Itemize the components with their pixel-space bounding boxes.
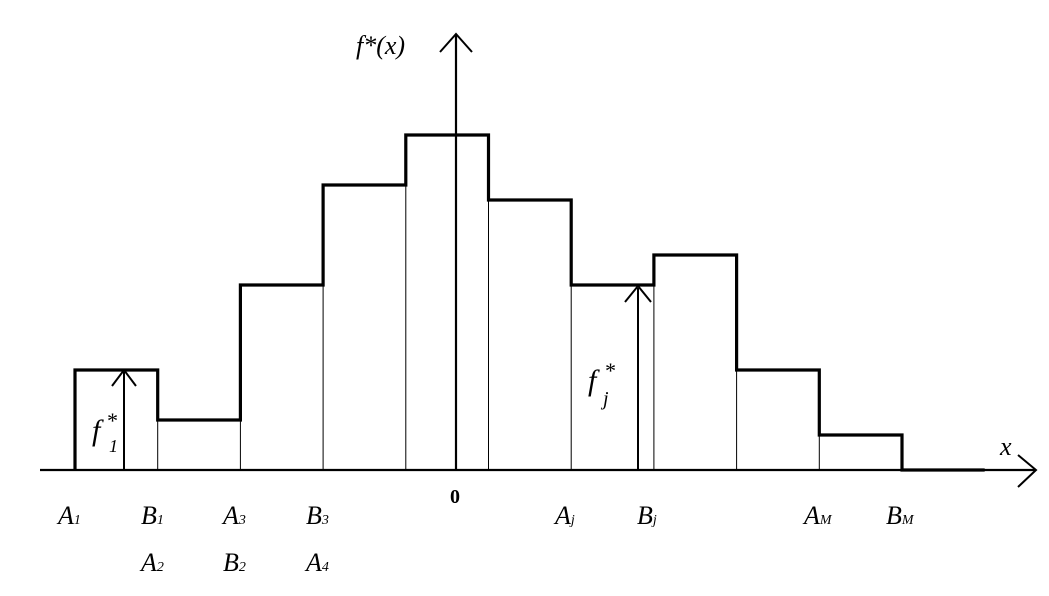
fj-sub: j — [600, 388, 609, 410]
label-a3: A3 — [221, 501, 246, 530]
label-aj: Aj — [553, 501, 575, 530]
label-a1: A1 — [56, 501, 81, 530]
label-b3: B3 — [306, 501, 329, 530]
label-am: AM — [802, 501, 833, 530]
y-axis-arrowhead — [439, 32, 473, 53]
bin-separators — [157, 185, 820, 470]
f1-sup: * — [106, 408, 117, 433]
label-b2: B2 — [223, 548, 246, 577]
label-b1: B1 — [141, 501, 164, 530]
f1-main: f — [92, 414, 104, 447]
label-a2: A2 — [139, 548, 164, 577]
f1-sub: 1 — [109, 436, 118, 456]
fj-annotation: f * j — [588, 358, 615, 410]
label-bm: BM — [886, 501, 915, 530]
label-bj: Bj — [637, 501, 657, 530]
fj-sup: * — [604, 358, 615, 383]
x-axis-arrowhead — [1017, 454, 1038, 488]
boundary-labels-row2: A2 B2 A4 — [139, 548, 329, 577]
histogram-step-outline — [73, 133, 985, 472]
boundary-labels-row1: A1 B1 A3 B3 Aj Bj AM BM — [56, 501, 915, 530]
f1-annotation: f * 1 — [92, 408, 118, 456]
label-a4: A4 — [304, 548, 329, 577]
f1-value-arrow — [111, 368, 137, 470]
origin-label: 0 — [450, 486, 460, 508]
fj-main: f — [588, 364, 600, 397]
x-axis-title: x — [999, 432, 1012, 461]
fj-value-arrow — [624, 284, 652, 470]
y-axis-title: f*(x) — [356, 31, 405, 60]
